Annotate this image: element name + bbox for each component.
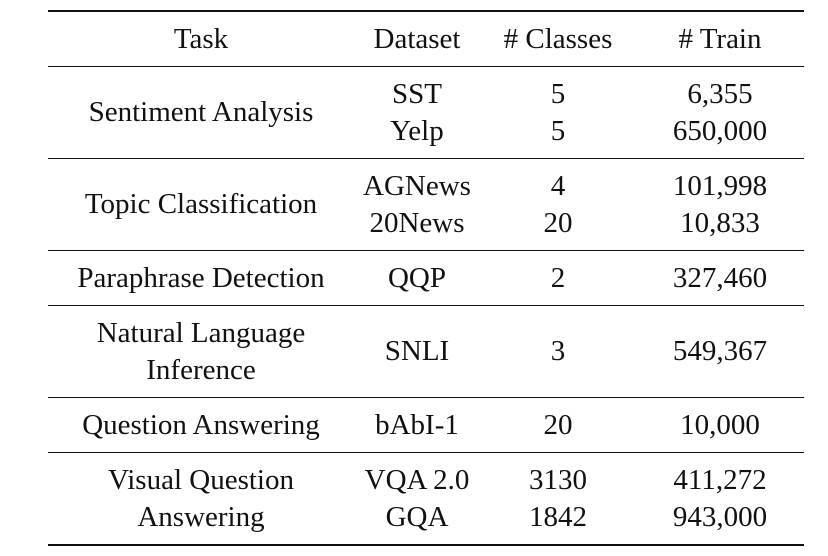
task-cell: Sentiment Analysis (48, 67, 354, 159)
task-label: Topic Classification (84, 188, 318, 220)
dataset-statistics-table: Task Dataset # Classes # Train Sentiment… (48, 10, 804, 546)
train-count: 10,000 (680, 408, 760, 441)
table-row-paraphrase-detection: Paraphrase Detection QQP 2 327,460 (48, 251, 804, 306)
table-row-topic-classification: Topic Classification AGNews 20News 4 20 (48, 159, 804, 251)
classes-cell: 2 (480, 251, 636, 306)
dataset-cell: SST Yelp (354, 67, 480, 159)
task-label: Natural Language (96, 316, 306, 349)
header-row: Task Dataset # Classes # Train (48, 11, 804, 67)
task-cell: Natural Language Inference (48, 306, 354, 398)
train-count: 10,833 (680, 206, 760, 239)
train-cell: 101,998 10,833 (636, 159, 804, 251)
classes-cell: 4 20 (480, 159, 636, 251)
task-label: Question Answering (82, 408, 320, 441)
task-label: Visual Question (108, 463, 294, 496)
train-cell: 549,367 (636, 306, 804, 398)
dataset-name: GQA (385, 500, 449, 533)
classes-cell: 5 5 (480, 67, 636, 159)
header-task: Task (173, 22, 229, 55)
train-count: 6,355 (687, 77, 753, 110)
dataset-cell: bAbI-1 (354, 398, 480, 453)
class-count: 1842 (529, 500, 587, 533)
task-cell: Topic Classification (48, 159, 354, 251)
class-count: 4 (550, 169, 566, 202)
classes-cell: 3130 1842 (480, 453, 636, 546)
task-label: Answering (137, 500, 265, 533)
class-count: 3 (550, 335, 566, 367)
task-cell: Question Answering (48, 398, 354, 453)
class-count: 20 (543, 408, 573, 441)
train-cell: 10,000 (636, 398, 804, 453)
train-count: 650,000 (672, 114, 768, 147)
train-count: 411,272 (673, 463, 767, 496)
table-row-question-answering: Question Answering bAbI-1 20 10,000 (48, 398, 804, 453)
task-cell: Paraphrase Detection (48, 251, 354, 306)
dataset-cell: VQA 2.0 GQA (354, 453, 480, 546)
table-row-natural-language-inference: Natural Language Inference SNLI 3 (48, 306, 804, 398)
classes-cell: 3 (480, 306, 636, 398)
train-cell: 411,272 943,000 (636, 453, 804, 546)
table-row-sentiment-analysis: Sentiment Analysis SST Yelp 5 5 (48, 67, 804, 159)
dataset-name: bAbI-1 (375, 408, 459, 441)
dataset-cell: QQP (354, 251, 480, 306)
dataset-name: AGNews (363, 169, 471, 202)
dataset-name: SNLI (384, 335, 450, 367)
class-count: 5 (550, 114, 566, 147)
dataset-name: VQA 2.0 (364, 463, 470, 496)
task-label: Inference (146, 353, 256, 386)
class-count: 5 (550, 77, 566, 110)
task-cell: Visual Question Answering (48, 453, 354, 546)
class-count: 20 (543, 206, 573, 239)
task-label: Paraphrase Detection (77, 261, 325, 294)
train-count: 549,367 (672, 335, 768, 367)
dataset-name: SST (392, 77, 442, 110)
header-dataset: Dataset (373, 22, 461, 55)
train-count: 101,998 (672, 169, 768, 202)
class-count: 3130 (529, 463, 587, 496)
train-cell: 6,355 650,000 (636, 67, 804, 159)
header-train: # Train (678, 22, 762, 55)
dataset-name: Yelp (390, 114, 444, 147)
dataset-name: QQP (387, 261, 446, 294)
table-body: Sentiment Analysis SST Yelp 5 5 (48, 67, 804, 546)
classes-cell: 20 (480, 398, 636, 453)
train-cell: 327,460 (636, 251, 804, 306)
class-count: 2 (550, 261, 566, 294)
dataset-cell: SNLI (354, 306, 480, 398)
header-classes: # Classes (503, 22, 613, 55)
train-count: 327,460 (672, 261, 768, 294)
dataset-statistics-table-container: Task Dataset # Classes # Train Sentiment… (48, 10, 804, 546)
table-header: Task Dataset # Classes # Train (48, 11, 804, 67)
train-count: 943,000 (672, 500, 768, 533)
dataset-cell: AGNews 20News (354, 159, 480, 251)
task-label: Sentiment Analysis (88, 96, 314, 128)
dataset-name: 20News (369, 206, 465, 239)
table-row-visual-question-answering: Visual Question Answering VQA 2.0 GQA 31… (48, 453, 804, 546)
